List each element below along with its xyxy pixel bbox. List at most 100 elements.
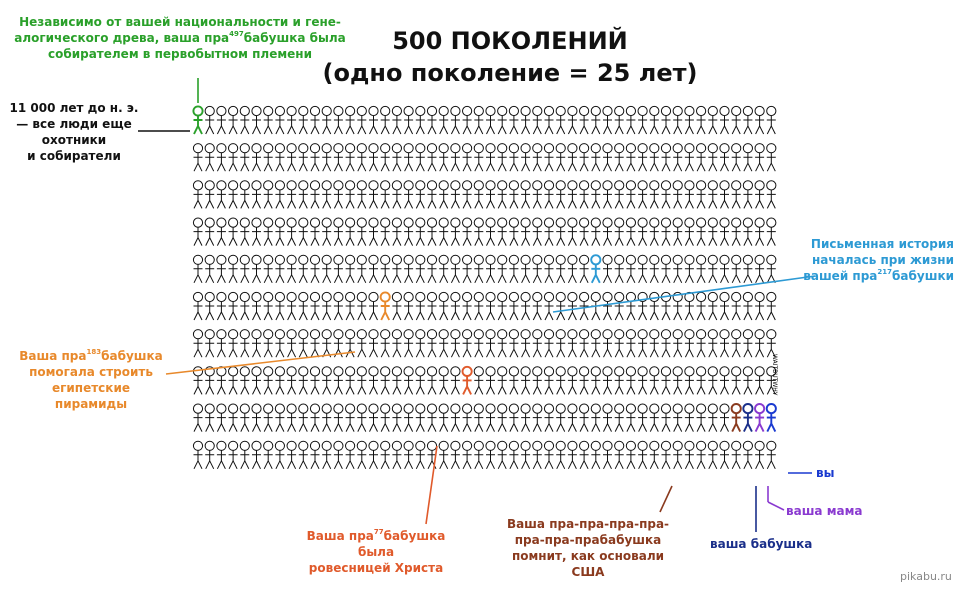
stick-figure bbox=[567, 366, 578, 395]
stick-figure bbox=[251, 105, 262, 135]
stick-figure bbox=[216, 291, 227, 321]
stick-figure bbox=[660, 329, 672, 358]
stick-figure bbox=[228, 105, 239, 135]
stick-figure bbox=[508, 105, 520, 135]
stick-figure bbox=[309, 291, 321, 321]
stick-figure bbox=[228, 291, 239, 321]
label-pyramids-l1a: Ваша пра bbox=[19, 349, 87, 363]
stick-figure bbox=[649, 291, 660, 321]
stick-figure bbox=[660, 403, 672, 432]
label-usa-l1: Ваша пра-пра-пра-пра- bbox=[506, 517, 670, 531]
label-hunters-l3: охотники bbox=[41, 133, 107, 147]
stick-figure bbox=[672, 291, 683, 321]
stick-figure bbox=[590, 440, 601, 470]
stick-figure bbox=[590, 403, 601, 432]
stick-figure bbox=[672, 180, 683, 209]
stick-figure bbox=[766, 440, 777, 470]
stick-figure bbox=[625, 180, 637, 209]
stick-figure bbox=[263, 403, 274, 432]
stick-figure bbox=[309, 254, 321, 284]
stick-figure bbox=[356, 291, 367, 321]
stick-figure bbox=[450, 180, 461, 209]
label-hunters-l2: — все люди еще bbox=[16, 117, 132, 131]
stick-figure bbox=[508, 291, 520, 321]
stick-figure bbox=[426, 180, 438, 209]
stick-figure bbox=[555, 291, 566, 321]
stick-figure bbox=[239, 403, 250, 432]
stick-figure bbox=[228, 329, 239, 358]
stick-figure bbox=[473, 143, 484, 172]
stick-figure bbox=[286, 329, 297, 358]
label-pyramids-l3: египетские пирамиды bbox=[51, 381, 130, 411]
stick-figure bbox=[672, 143, 683, 172]
stick-figure bbox=[391, 217, 402, 246]
stick-figure bbox=[660, 440, 672, 470]
leader-usa bbox=[659, 485, 673, 513]
leader-pyramids bbox=[165, 351, 356, 375]
stick-figure bbox=[368, 217, 379, 246]
stick-figure bbox=[543, 291, 555, 321]
stick-figure bbox=[754, 217, 765, 246]
stick-figure bbox=[520, 105, 531, 135]
stick-figure bbox=[286, 254, 297, 284]
stick-figure bbox=[204, 180, 215, 209]
stick-figure bbox=[579, 291, 590, 321]
stick-figure bbox=[216, 440, 227, 470]
stick-figure bbox=[450, 217, 461, 246]
stick-figure bbox=[485, 254, 496, 284]
stick-figure bbox=[707, 291, 718, 321]
stick-figure bbox=[239, 180, 250, 209]
label-hunters-l1: 11 000 лет до н. э. bbox=[9, 101, 139, 115]
stick-figure bbox=[754, 329, 765, 358]
stick-figure bbox=[426, 329, 438, 358]
stick-figure bbox=[450, 105, 461, 135]
stick-figure bbox=[368, 366, 379, 395]
stick-figure bbox=[239, 291, 250, 321]
stick-figure bbox=[403, 291, 414, 321]
stick-figure bbox=[742, 217, 754, 246]
stick-figure bbox=[567, 403, 578, 432]
stick-figure bbox=[508, 440, 520, 470]
stick-figure bbox=[286, 291, 297, 321]
stick-figure bbox=[321, 217, 332, 246]
stick-figure bbox=[473, 105, 484, 135]
stick-figure bbox=[462, 105, 473, 135]
stick-figure bbox=[754, 105, 765, 135]
stick-figure bbox=[274, 143, 285, 172]
stick-figure bbox=[391, 143, 402, 172]
stick-figure bbox=[345, 143, 356, 172]
figure-gatherer bbox=[192, 105, 204, 135]
stick-figure bbox=[719, 403, 730, 432]
stick-figure bbox=[660, 366, 672, 395]
stick-figure bbox=[508, 403, 520, 432]
stick-figure bbox=[731, 291, 742, 321]
stick-figure bbox=[462, 217, 473, 246]
stick-figure bbox=[368, 291, 379, 321]
stick-figure bbox=[450, 440, 461, 470]
stick-figure bbox=[719, 291, 730, 321]
stick-figure bbox=[614, 366, 625, 395]
stick-figure bbox=[298, 217, 309, 246]
stick-figure bbox=[380, 105, 391, 135]
stick-figure bbox=[637, 329, 648, 358]
stick-figure bbox=[649, 329, 660, 358]
stick-figure bbox=[192, 403, 204, 432]
stick-figure bbox=[274, 440, 285, 470]
stick-figure bbox=[380, 143, 391, 172]
stick-figure bbox=[532, 291, 543, 321]
stick-figure bbox=[707, 217, 718, 246]
stick-figure bbox=[473, 254, 484, 284]
stick-figure bbox=[707, 180, 718, 209]
stick-figure bbox=[672, 440, 683, 470]
stick-figure bbox=[731, 329, 742, 358]
stick-figure bbox=[368, 403, 379, 432]
stick-figure bbox=[216, 329, 227, 358]
stick-figure bbox=[625, 291, 637, 321]
stick-figure bbox=[356, 366, 367, 395]
stick-figure bbox=[473, 440, 484, 470]
stick-figure bbox=[602, 105, 613, 135]
stick-figure bbox=[298, 105, 309, 135]
stick-figure bbox=[204, 254, 215, 284]
stick-figure bbox=[684, 217, 695, 246]
